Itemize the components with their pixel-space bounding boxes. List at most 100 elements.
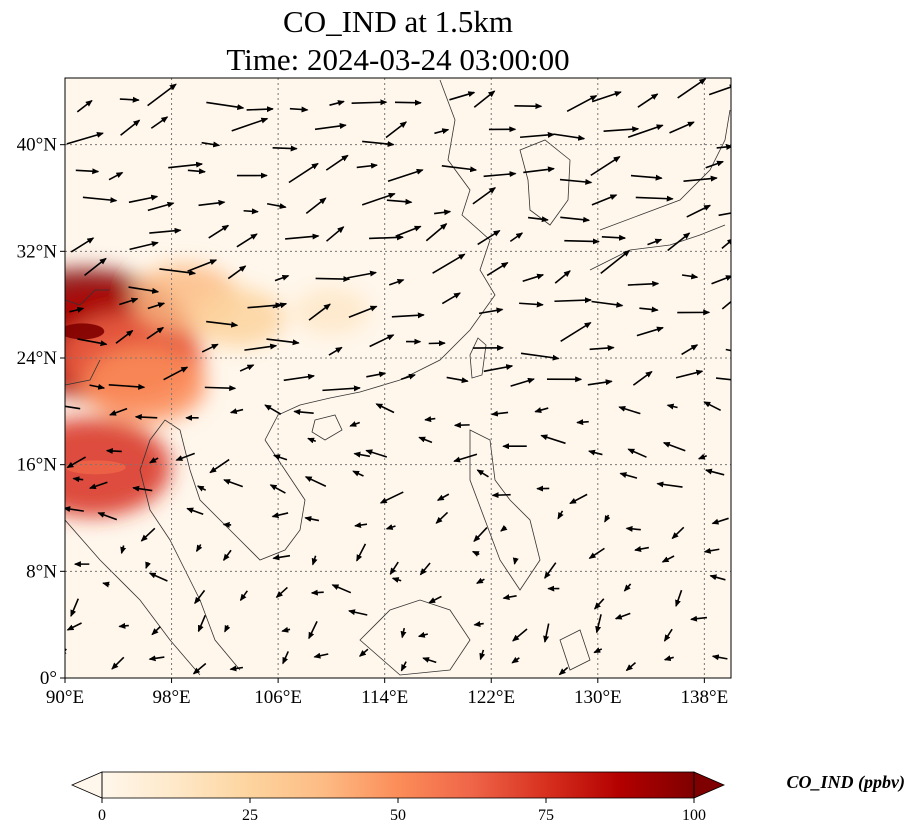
title-line-1: CO_IND at 1.5km xyxy=(283,4,513,39)
wind-vector xyxy=(662,441,686,452)
wind-vector xyxy=(591,194,618,206)
lon-tick-label: 106°E xyxy=(254,687,302,708)
wind-vector xyxy=(315,276,351,283)
coastline-borneo xyxy=(359,599,471,676)
wind-vector xyxy=(146,326,165,340)
wind-vector xyxy=(711,654,728,661)
wind-vector xyxy=(477,229,501,246)
wind-vector xyxy=(305,197,327,215)
wind-vector xyxy=(500,524,508,532)
wind-vector xyxy=(108,171,124,181)
wind-vector xyxy=(671,526,685,540)
lat-ticks: 0° 8°N 16°N 24°N 32°N 40°N xyxy=(17,135,65,689)
wind-vector xyxy=(281,626,291,633)
wind-vector xyxy=(681,273,699,280)
wind-vector xyxy=(486,261,509,277)
wind-vector xyxy=(97,512,118,521)
wind-vector xyxy=(627,124,664,138)
wind-vector xyxy=(352,470,364,477)
wind-vector xyxy=(229,665,244,672)
wind-vector xyxy=(163,366,189,381)
wind-vector xyxy=(348,609,368,616)
wind-vector xyxy=(721,300,731,310)
wind-vector xyxy=(560,321,592,342)
wind-vector xyxy=(236,233,258,248)
wind-vector xyxy=(418,436,433,444)
wind-vector xyxy=(637,93,659,108)
colorbar-tick-label: 50 xyxy=(390,807,406,824)
plume-core-north xyxy=(65,323,105,340)
wind-vector xyxy=(479,649,486,661)
wind-vector xyxy=(669,121,695,134)
wind-vector xyxy=(351,99,388,106)
wind-vector xyxy=(544,562,557,579)
wind-vector xyxy=(588,449,603,456)
wind-vector xyxy=(224,624,231,633)
wind-vector xyxy=(311,555,318,566)
wind-vector xyxy=(269,484,286,494)
wind-vector xyxy=(478,307,504,315)
wind-vector xyxy=(540,434,566,445)
wind-vector xyxy=(331,584,352,594)
wind-vector xyxy=(666,403,678,410)
wind-vector xyxy=(196,485,207,492)
wind-vector xyxy=(362,140,395,147)
wind-vector xyxy=(325,154,349,171)
wind-vector xyxy=(632,370,653,386)
wind-vector xyxy=(115,329,134,344)
wind-vector xyxy=(379,491,404,504)
wind-vector xyxy=(328,346,343,356)
wind-vector xyxy=(523,166,555,174)
wind-vector xyxy=(473,526,488,543)
wind-vector xyxy=(356,543,367,562)
wind-vector xyxy=(275,586,288,598)
wind-vector xyxy=(272,145,298,152)
wind-vector xyxy=(446,376,469,384)
wind-vector xyxy=(558,666,569,676)
wind-vector xyxy=(385,121,407,139)
wind-vector xyxy=(375,403,395,414)
wind-vector xyxy=(589,345,615,352)
lon-tick-label: 98°E xyxy=(152,687,190,708)
wind-vector xyxy=(102,581,110,588)
coastline-sumatra xyxy=(65,519,201,676)
wind-vector xyxy=(639,306,659,313)
wind-vector xyxy=(625,525,641,532)
wind-vector xyxy=(473,90,496,108)
wind-vector xyxy=(528,216,549,223)
wind-vector xyxy=(308,621,318,640)
wind-vector xyxy=(239,590,248,602)
wind-vector xyxy=(206,101,245,111)
wind-vector xyxy=(247,302,283,309)
wind-vector xyxy=(366,371,387,378)
wind-vector xyxy=(65,405,81,410)
wind-vector xyxy=(619,472,638,479)
wind-vector xyxy=(132,485,153,492)
map-panel: 0° 8°N 16°N 24°N 32°N 40°N 90°E 98°E 106°E 114°E… xyxy=(17,77,732,708)
colorbar-label: CO_IND (ppbv) xyxy=(787,772,906,793)
wind-vector xyxy=(147,302,166,310)
concentration-field xyxy=(65,264,369,517)
wind-vector xyxy=(566,94,598,112)
wind-vector xyxy=(243,208,259,215)
wind-vector xyxy=(590,156,621,177)
wind-vector xyxy=(308,303,331,321)
gridlines xyxy=(65,78,731,678)
wind-vector xyxy=(288,162,319,184)
wind-vector xyxy=(591,91,622,103)
wind-vector xyxy=(471,550,480,557)
colorbar-gradient xyxy=(102,772,694,798)
wind-vector xyxy=(630,174,663,181)
wind-vector xyxy=(194,589,206,605)
wind-vector xyxy=(223,549,232,562)
wind-vector xyxy=(514,103,543,110)
wind-vector xyxy=(677,78,707,99)
colorbar-extend-high xyxy=(693,771,726,799)
wind-vector xyxy=(490,410,509,417)
wind-vector xyxy=(627,448,647,458)
wind-vector xyxy=(391,577,402,583)
wind-vector xyxy=(449,91,476,101)
lat-tick-label: 8°N xyxy=(26,561,57,582)
wind-vector xyxy=(186,507,204,516)
wind-vector xyxy=(476,469,489,478)
